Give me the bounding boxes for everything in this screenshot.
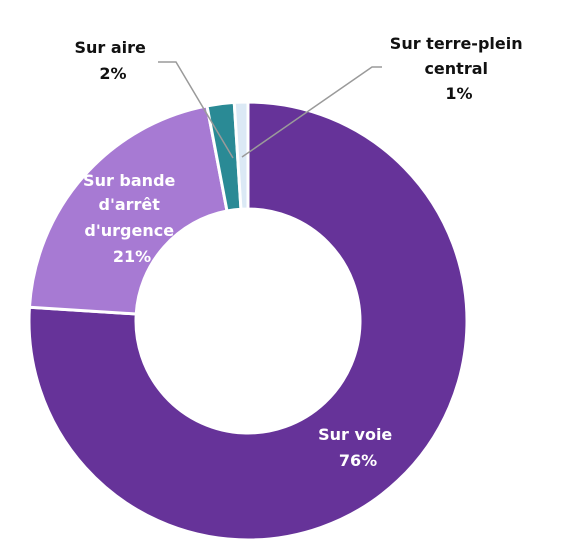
label-bau-name-1: Sur bande (83, 171, 175, 190)
label-tpc-name-2: central (424, 59, 488, 78)
slice-sur-voie (27, 100, 469, 542)
label-bau: Sur bande d'arrêt d'urgence 21% (83, 171, 181, 266)
leader-line-aire (158, 61, 234, 159)
label-aire: Sur aire 2% (75, 38, 152, 83)
label-bau-name-2: d'arrêt (98, 195, 160, 214)
label-voie-pct: 76% (339, 451, 377, 470)
slice-sur-terre-plein-central (232, 100, 250, 211)
label-aire-name: Sur aire (75, 38, 147, 57)
label-tpc-pct: 1% (445, 84, 472, 103)
leader-line-tpc (241, 66, 382, 158)
label-bau-pct: 21% (113, 247, 151, 266)
label-aire-pct: 2% (99, 64, 126, 83)
label-voie-name: Sur voie (318, 425, 392, 444)
donut-slices (27, 100, 469, 542)
label-tpc-name-1: Sur terre-plein (390, 34, 523, 53)
label-bau-name-3: d'urgence (84, 221, 174, 240)
slice-sur-bande-arret-urgence (27, 104, 229, 316)
label-voie: Sur voie 76% (318, 425, 398, 470)
label-tpc: Sur terre-plein central 1% (390, 34, 528, 103)
